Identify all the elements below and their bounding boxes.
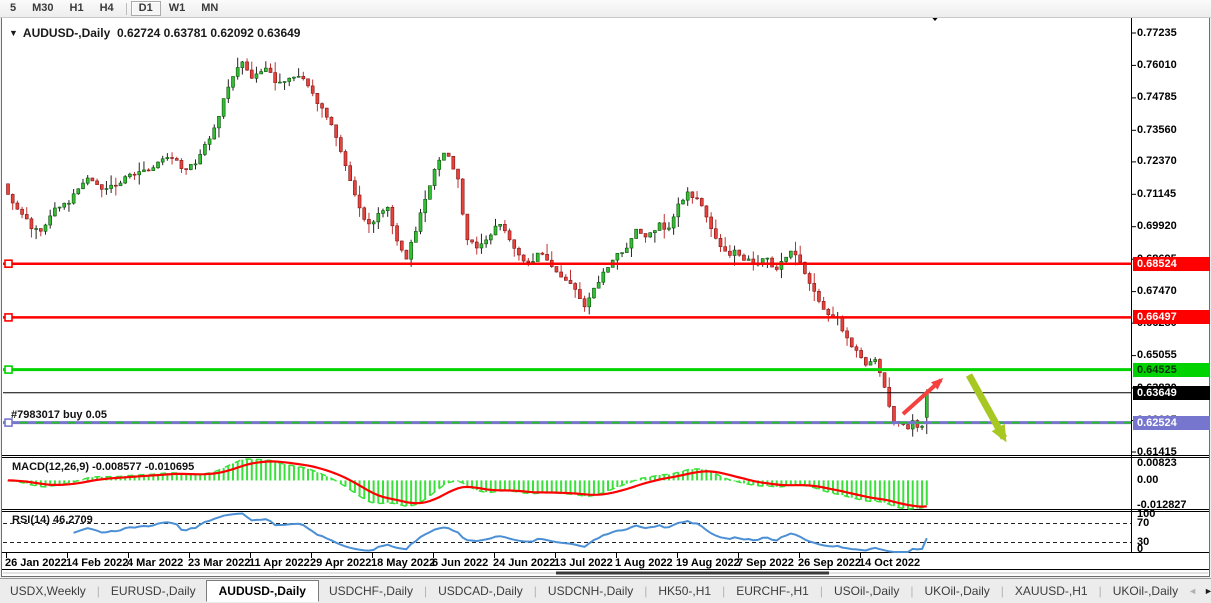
price-badge: 0.63649 (1133, 385, 1210, 400)
timeframe-button-w1[interactable]: W1 (168, 2, 186, 14)
date-tick-label: 26 Jan 2022 (5, 557, 67, 569)
price-tick-label: 0.61415 (1137, 445, 1177, 458)
rsi-axis-label: 30 (1137, 536, 1150, 548)
symbol-tab-ukoildaily[interactable]: UKOil-,Daily (924, 584, 990, 598)
price-tick-label: 0.65055 (1137, 349, 1177, 362)
symbol-tab-usdxweekly[interactable]: USDX,Weekly (10, 584, 86, 598)
price-tick-label: 0.76010 (1137, 58, 1177, 71)
symbol-tab-audusddaily[interactable]: AUDUSD-,Daily (205, 579, 319, 602)
tab-separator: | (819, 584, 823, 598)
price-badge: 0.64525 (1133, 362, 1210, 377)
tab-separator: | (1000, 584, 1004, 598)
price-tick-label: 0.74785 (1137, 91, 1177, 104)
symbol-tab-ukoildaily[interactable]: UKOil-,Daily (1112, 584, 1179, 598)
date-tick-label: 4 Mar 2022 (127, 557, 184, 569)
macd-label: MACD(12,26,9) -0.008577 -0.010695 (12, 461, 195, 473)
price-tick-label: 0.72370 (1137, 155, 1177, 168)
order-label: #7983017 buy 0.05 (11, 409, 108, 421)
date-tick-label: 14 Feb 2022 (66, 557, 129, 569)
timeframe-button-h1[interactable]: H1 (69, 2, 84, 14)
tab-separator: | (722, 584, 726, 598)
macd-axis-label: -0.012827 (1137, 498, 1187, 511)
timeframe-button-d1[interactable]: D1 (130, 1, 161, 16)
chart-title: ▼ AUDUSD-,Daily 0.62724 0.63781 0.62092 0… (9, 26, 300, 40)
rsi-axis-label: 0 (1137, 543, 1144, 555)
date-tick-label: 26 Sep 2022 (798, 557, 861, 569)
tab-scroll-left-icon[interactable]: ◄ (1188, 586, 1197, 596)
rsi-axis-label: 100 (1137, 507, 1156, 520)
date-tick-label: 1 Aug 2022 (615, 557, 673, 569)
date-tick-label: 19 Aug 2022 (676, 557, 740, 569)
timeframe-toolbar: 5 M30 H1 H4 D1 W1 MN (0, 0, 1211, 18)
date-tick-label: 11 Apr 2022 (249, 557, 310, 569)
price-tick-label: 0.69920 (1137, 220, 1177, 233)
date-tick-label: 7 Sep 2022 (737, 557, 794, 569)
macd-axis-label: 0.00 (1137, 473, 1159, 486)
symbol-tab-xauusdh1[interactable]: XAUUSD-,H1 (1014, 584, 1088, 598)
symbol-tab-usdcaddaily[interactable]: USDCAD-,Daily (438, 584, 523, 598)
bullish-arrow[interactable] (901, 377, 944, 416)
price-badge: 0.68524 (1133, 256, 1210, 271)
date-tick-label: 6 Jun 2022 (432, 557, 489, 569)
tab-separator: | (644, 584, 648, 598)
date-tick-label: 29 Apr 2022 (310, 557, 372, 569)
rsi-label: RSI(14) 46.2709 (12, 514, 93, 526)
order-line-handle[interactable] (4, 418, 13, 427)
price-tick-label: 0.77235 (1137, 26, 1177, 39)
toolbar-divider (125, 2, 127, 15)
h-scrollbar-thumb[interactable] (556, 571, 829, 575)
bearish-arrow[interactable] (965, 373, 1008, 443)
symbol-tab-usdchfdaily[interactable]: USDCHF-,Daily (328, 584, 413, 598)
date-tick-label: 13 Jul 2022 (554, 557, 613, 569)
chart-symbol: AUDUSD-,Daily (22, 26, 111, 40)
date-tick-label: 24 Jun 2022 (493, 557, 556, 569)
price-badge: 0.66497 (1133, 310, 1210, 325)
tab-separator: | (423, 584, 428, 598)
price-tick-label: 0.71145 (1137, 187, 1177, 200)
tab-separator: | (533, 584, 537, 598)
symbol-tab-eurusddaily[interactable]: EURUSD-,Daily (110, 584, 196, 598)
triangle-down-icon: ▼ (9, 28, 18, 38)
price-tick-label: 0.67470 (1137, 285, 1177, 298)
price-badge: 0.62524 (1133, 415, 1210, 430)
date-tick-label: 18 May 2022 (371, 557, 436, 569)
symbol-tab-hk50h1[interactable]: HK50-,H1 (658, 584, 712, 598)
tab-separator: | (96, 584, 100, 598)
tab-scroll-right-icon[interactable]: ► (1204, 586, 1211, 596)
timeframe-button-h4[interactable]: H4 (99, 2, 114, 14)
date-tick-label: 14 Oct 2022 (859, 557, 921, 569)
symbol-tabbar: USDX,Weekly | EURUSD-,Daily AUDUSD-,Daily US… (0, 578, 1211, 603)
tab-separator: | (910, 584, 914, 598)
macd-axis-label: 0.00823 (1137, 456, 1177, 469)
timeframe-button-5[interactable]: 5 (10, 2, 17, 14)
resistance-line-2-handle[interactable] (4, 313, 13, 322)
symbol-tab-eurchfh1[interactable]: EURCHF-,H1 (736, 584, 809, 598)
chart-ohlc: 0.62724 0.63781 0.62092 0.63649 (116, 26, 301, 40)
symbol-tab-usoildaily[interactable]: USOil-,Daily (833, 584, 900, 598)
tab-separator: | (1098, 584, 1102, 598)
timeframe-button-mn[interactable]: MN (201, 2, 219, 14)
symbol-tab-usdcnhdaily[interactable]: USDCNH-,Daily (547, 584, 634, 598)
resistance-line-1-handle[interactable] (4, 259, 13, 269)
date-tick-label: 23 Mar 2022 (188, 557, 251, 569)
rsi-axis-label: 70 (1137, 517, 1150, 529)
price-tick-label: 0.73560 (1137, 123, 1177, 136)
timeframe-button-m30[interactable]: M30 (32, 2, 54, 14)
support-line-green-handle[interactable] (4, 365, 13, 374)
